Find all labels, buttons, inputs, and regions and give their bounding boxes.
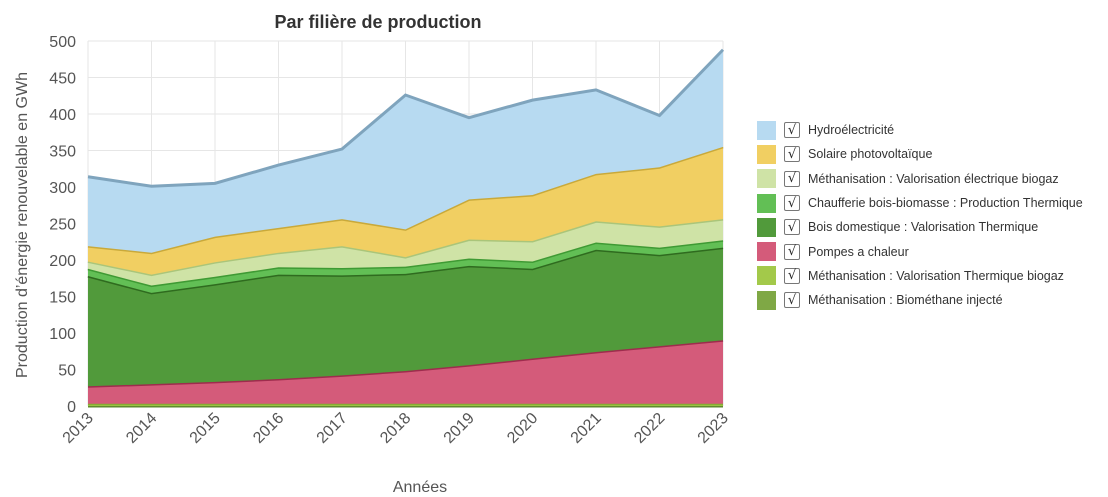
y-tick-label: 500 — [49, 34, 76, 51]
area-series-5[interactable] — [88, 219, 723, 286]
legend-swatch — [757, 290, 776, 310]
x-tick-label: 2015 — [187, 410, 224, 447]
y-tick-label: 450 — [49, 71, 76, 88]
legend-label: Méthanisation : Valorisation Thermique b… — [808, 268, 1064, 283]
legend-item[interactable]: √ Bois domestique : Valorisation Thermiqu… — [757, 215, 1107, 239]
y-tick-label: 250 — [49, 217, 76, 234]
checkbox-icon[interactable]: √ — [784, 243, 800, 260]
x-tick-label: 2021 — [568, 410, 605, 447]
checkbox-icon[interactable]: √ — [784, 122, 800, 139]
chart-title: Par filière de production — [274, 12, 481, 32]
legend: √ Hydroélectricité √ Solaire photovoltaïque… — [757, 118, 1107, 312]
legend-item[interactable]: √ Chaufferie bois-biomasse : Production T… — [757, 191, 1107, 215]
checkbox-icon[interactable]: √ — [784, 146, 800, 163]
y-tick-label: 350 — [49, 144, 76, 161]
legend-swatch — [757, 169, 776, 189]
legend-item[interactable]: √ Solaire photovoltaïque — [757, 142, 1107, 166]
x-tick-label: 2022 — [631, 410, 668, 447]
checkbox-icon[interactable]: √ — [784, 267, 800, 284]
x-tick-label: 2016 — [250, 410, 287, 447]
legend-label: Méthanisation : Valorisation électrique … — [808, 171, 1059, 186]
x-axis-label: Années — [393, 479, 447, 496]
y-tick-label: 200 — [49, 253, 76, 270]
legend-item[interactable]: √ Méthanisation : Valorisation Thermique … — [757, 264, 1107, 288]
checkbox-icon[interactable]: √ — [784, 219, 800, 236]
legend-swatch — [757, 193, 776, 213]
x-tick-label: 2018 — [377, 410, 414, 447]
legend-swatch — [757, 242, 776, 262]
legend-swatch — [757, 144, 776, 164]
legend-label: Bois domestique : Valorisation Thermique — [808, 220, 1039, 235]
y-axis-ticks: 0 50 100 150 200 250 300 350 400 450 500 — [49, 34, 76, 416]
area-series-3[interactable] — [88, 247, 723, 387]
legend-label: Solaire photovoltaïque — [808, 147, 933, 162]
legend-item[interactable]: √ Pompes a chaleur — [757, 239, 1107, 263]
legend-label: Pompes a chaleur — [808, 244, 909, 259]
legend-swatch — [757, 120, 776, 140]
x-tick-label: 2019 — [441, 410, 478, 447]
y-axis-label: Production d’énergie renouvelable en GWh — [14, 72, 31, 378]
legend-swatch — [757, 217, 776, 237]
x-tick-label: 2023 — [695, 410, 732, 447]
x-tick-label: 2017 — [314, 410, 351, 447]
checkbox-icon[interactable]: √ — [784, 170, 800, 187]
checkbox-icon[interactable]: √ — [784, 195, 800, 212]
area-series-7[interactable] — [88, 49, 723, 253]
legend-label: Chaufferie bois-biomasse : Production Th… — [808, 196, 1083, 211]
x-tick-label: 2014 — [123, 410, 160, 447]
plot-areas — [87, 48, 725, 408]
y-tick-label: 100 — [49, 326, 76, 343]
legend-item[interactable]: √ Hydroélectricité — [757, 118, 1107, 142]
legend-label: Hydroélectricité — [808, 123, 895, 138]
y-tick-label: 50 — [58, 363, 76, 380]
x-tick-label: 2013 — [60, 410, 97, 447]
y-tick-label: 0 — [67, 399, 76, 416]
line-series-7 — [87, 48, 725, 188]
y-tick-label: 300 — [49, 180, 76, 197]
legend-item[interactable]: √ Méthanisation : Biométhane injecté — [757, 288, 1107, 312]
x-tick-label: 2020 — [504, 410, 541, 447]
area-series-6[interactable] — [88, 146, 723, 275]
x-axis-ticks: 2013 2014 2015 2016 2017 2018 2019 2020 2021 2022… — [60, 410, 732, 447]
legend-item[interactable]: √ Méthanisation : Valorisation électrique… — [757, 167, 1107, 191]
checkbox-icon[interactable]: √ — [784, 292, 800, 309]
legend-label: Méthanisation : Biométhane injecté — [808, 293, 1003, 308]
legend-swatch — [757, 266, 776, 286]
y-tick-label: 150 — [49, 290, 76, 307]
y-tick-label: 400 — [49, 107, 76, 124]
